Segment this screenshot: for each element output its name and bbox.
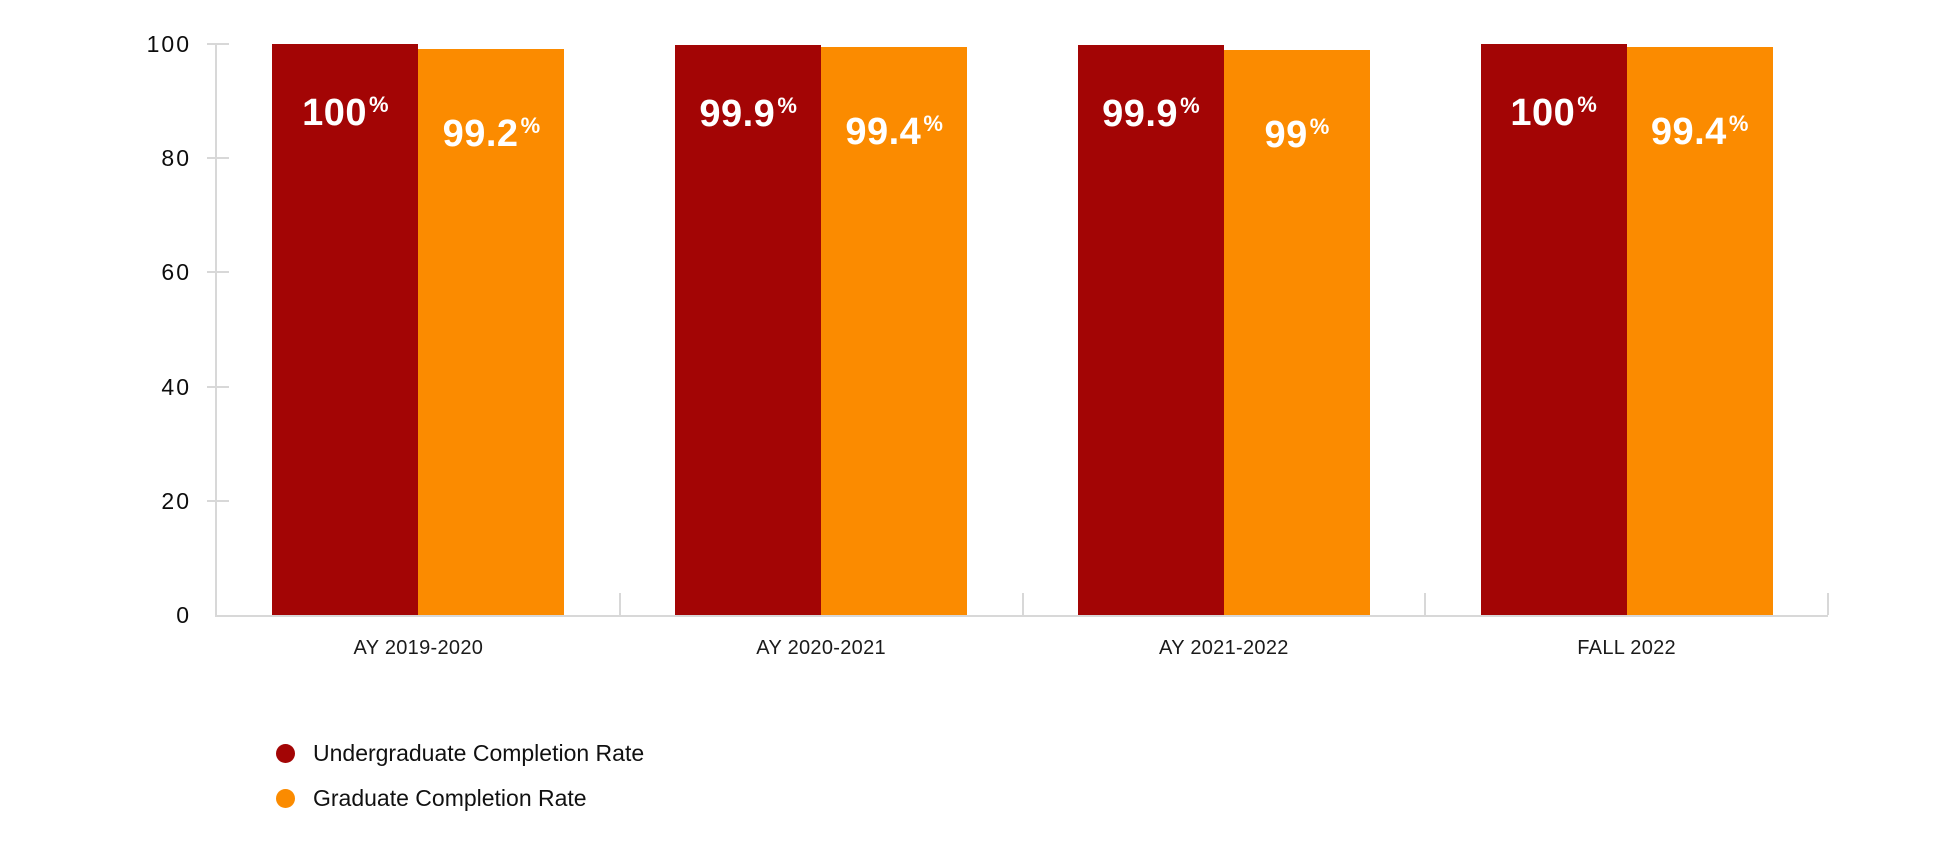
bar-graduate: 99.2% <box>418 48 565 615</box>
percent-sign: % <box>1309 113 1330 139</box>
percent-sign: % <box>1728 111 1749 137</box>
x-axis-tick <box>1827 593 1829 615</box>
bar-value-label: 99.9% <box>1078 87 1224 133</box>
bar-value-label: 99.4% <box>1627 105 1773 151</box>
bar-value-number: 99.4 <box>845 111 922 154</box>
bar-value-number: 100 <box>302 92 368 134</box>
bar-value-number: 99.2 <box>442 112 519 155</box>
bar-value-number: 100 <box>1510 92 1576 134</box>
bar-value-label: 99.2% <box>418 107 564 153</box>
bar-graduate: 99.4% <box>821 47 968 615</box>
bar-value-label: 100% <box>1481 86 1627 132</box>
bar-value-label: 99% <box>1224 108 1370 154</box>
x-axis-tick <box>1424 593 1427 615</box>
chart-legend: Undergraduate Completion Rate Graduate Co… <box>276 740 644 830</box>
x-axis-tick <box>618 593 621 615</box>
percent-sign: % <box>369 92 389 117</box>
y-axis-tick-label: 80 <box>161 145 191 172</box>
y-axis-line <box>215 44 217 617</box>
legend-item: Undergraduate Completion Rate <box>276 740 644 766</box>
percent-sign: % <box>777 92 797 118</box>
y-axis-tick-label: 40 <box>161 373 191 400</box>
y-axis-tick-label: 20 <box>161 487 191 514</box>
percent-sign: % <box>520 112 541 138</box>
percent-sign: % <box>1180 92 1200 118</box>
x-axis-tick <box>1021 593 1024 615</box>
percent-sign: % <box>1577 92 1597 117</box>
plot-area: 0 20 40 60 80 100 100% 99.2% AY 2019-2020 99.9% 99… <box>147 31 1829 659</box>
legend-swatch-icon <box>276 788 295 808</box>
category-label: FALL 2022 <box>1577 637 1676 659</box>
y-axis-tick <box>207 271 229 274</box>
category-label: AY 2021-2022 <box>1159 637 1289 659</box>
bar-value-label: 99.9% <box>675 87 821 133</box>
bar-value-number: 99 <box>1264 113 1308 156</box>
legend-label: Undergraduate Completion Rate <box>313 740 645 766</box>
x-axis-baseline <box>215 615 1828 617</box>
percent-sign: % <box>923 111 943 137</box>
bar-graduate: 99% <box>1223 49 1370 615</box>
bar-graduate: 99.4% <box>1626 47 1773 615</box>
y-axis-tick <box>207 385 229 388</box>
bar-undergraduate: 100% <box>1480 44 1627 615</box>
category-label: AY 2019-2020 <box>353 637 484 659</box>
y-axis-tick-label: 100 <box>146 31 191 57</box>
y-axis-tick-label: 0 <box>176 602 191 628</box>
bar-value-number: 99.9 <box>699 92 776 135</box>
legend-label: Graduate Completion Rate <box>313 785 587 811</box>
bar-undergraduate: 99.9% <box>675 44 822 615</box>
bar-undergraduate: 100% <box>272 44 419 615</box>
bar-value-number: 99.9 <box>1102 92 1179 135</box>
y-axis-tick <box>207 43 229 45</box>
bar-value-number: 99.4 <box>1650 111 1727 154</box>
y-axis-tick <box>207 499 229 502</box>
category-label: AY 2020-2021 <box>756 637 886 659</box>
y-axis-tick-label: 60 <box>161 259 191 286</box>
bar-undergraduate: 99.9% <box>1077 44 1224 615</box>
y-axis-tick <box>207 157 229 160</box>
legend-swatch-icon <box>276 743 295 763</box>
bar-value-label: 99.4% <box>821 105 967 151</box>
legend-item: Graduate Completion Rate <box>276 785 644 811</box>
bar-value-label: 100% <box>272 86 418 132</box>
